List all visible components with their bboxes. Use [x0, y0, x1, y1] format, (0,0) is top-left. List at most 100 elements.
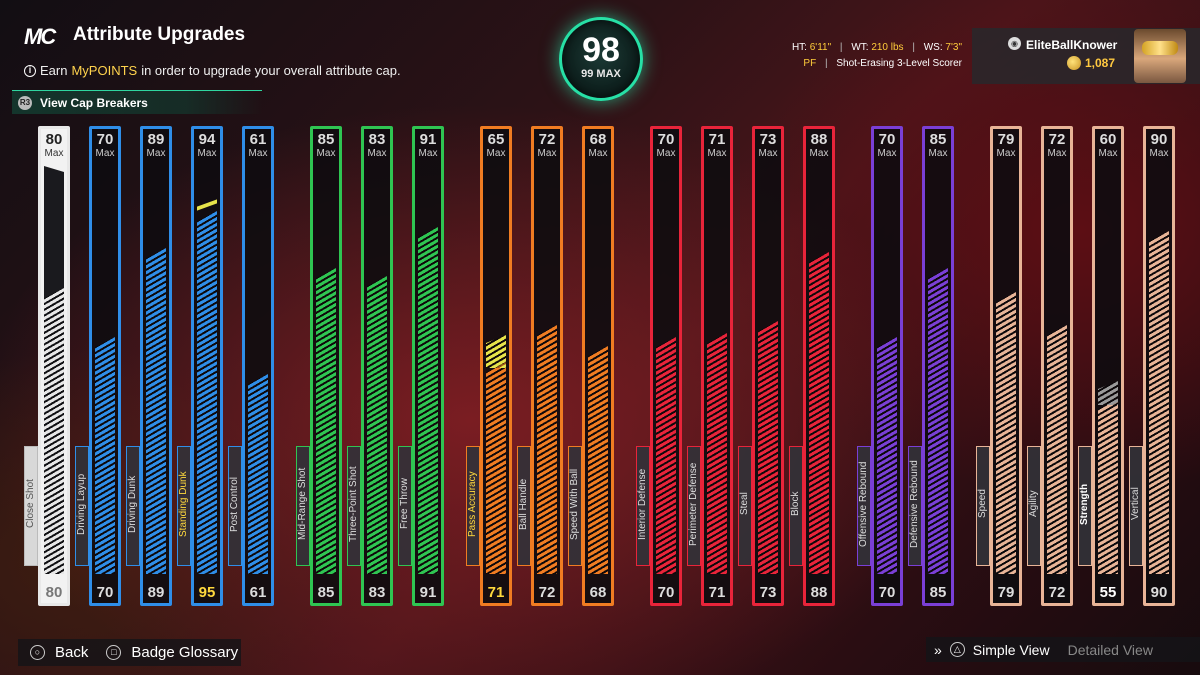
attribute-fill: [537, 325, 557, 574]
info-prefix: Earn: [40, 63, 68, 78]
attribute-cap: 70: [878, 131, 896, 148]
attribute-name: Post Control: [228, 446, 242, 566]
attribute-bar-perimeter-defense[interactable]: 71 Max Perimeter Defense 71: [687, 126, 733, 606]
wingspan-value: 7'3": [945, 42, 962, 53]
attribute-cap: 89: [147, 131, 165, 148]
attribute-fill: [928, 268, 948, 574]
attribute-bar-speed[interactable]: 79 Max Speed 79: [976, 126, 1022, 606]
attribute-cap-label: Max: [367, 148, 387, 159]
attribute-fill: [809, 252, 829, 574]
weight-value: 210 lbs: [871, 42, 904, 53]
attribute-cap-label: Max: [588, 148, 608, 159]
view-cap-breakers-button[interactable]: R3 View Cap Breakers: [12, 90, 262, 114]
attribute-fill: [316, 268, 336, 574]
attribute-cap-label: Max: [44, 148, 64, 159]
attribute-cap-label: Max: [146, 148, 166, 159]
attribute-cap-label: Max: [877, 148, 897, 159]
overall-rating-badge: 98 99 MAX: [559, 17, 643, 101]
attribute-cap-label: Max: [95, 148, 115, 159]
height-value: 6'11": [809, 42, 832, 53]
attribute-current: 85: [317, 584, 335, 601]
back-button[interactable]: Back: [55, 644, 89, 661]
attribute-current: 91: [419, 584, 437, 601]
attribute-current: 68: [589, 584, 607, 601]
attribute-name: Standing Dunk: [177, 446, 191, 566]
attribute-bar-close-shot[interactable]: 80 Max Close Shot 80: [24, 126, 70, 606]
attribute-name: Mid-Range Shot: [296, 446, 310, 566]
attribute-cap: 60: [1099, 131, 1117, 148]
attribute-current: 55: [1099, 584, 1117, 601]
attribute-name: Close Shot: [24, 446, 38, 566]
attribute-cap-label: Max: [537, 148, 557, 159]
attribute-bar-driving-dunk[interactable]: 89 Max Driving Dunk 89: [126, 126, 172, 606]
attribute-current: 70: [878, 584, 896, 601]
attribute-bar-three-point-shot[interactable]: 83 Max Three-Point Shot 83: [347, 126, 393, 606]
attribute-bar-driving-layup[interactable]: 70 Max Driving Layup 70: [75, 126, 121, 606]
attribute-bar-agility[interactable]: 72 Max Agility 72: [1027, 126, 1073, 606]
attribute-name: Interior Defense: [636, 446, 650, 566]
attribute-bar-ball-handle[interactable]: 72 Max Ball Handle 72: [517, 126, 563, 606]
attribute-cap: 73: [759, 131, 777, 148]
gamertag: ◉ EliteBallKnower: [1008, 37, 1117, 52]
attribute-current: 88: [810, 584, 828, 601]
footer-left: ○ Back □ Badge Glossary: [18, 639, 241, 666]
avatar-visor: [1142, 41, 1178, 55]
simple-view-tab[interactable]: Simple View: [972, 641, 1050, 658]
attribute-bar-mid-range-shot[interactable]: 85 Max Mid-Range Shot 85: [296, 126, 342, 606]
attribute-bar-strength[interactable]: 60 Max Strength 55: [1078, 126, 1124, 606]
attribute-cap-label: Max: [486, 148, 506, 159]
attribute-bar-block[interactable]: 88 Max Block 88: [789, 126, 835, 606]
attribute-name: Defensive Rebound: [908, 446, 922, 566]
attribute-bar-pass-accuracy[interactable]: 65 Max Pass Accuracy 71: [466, 126, 512, 606]
attribute-bar-post-control[interactable]: 61 Max Post Control 61: [228, 126, 274, 606]
attribute-cap: 72: [1048, 131, 1066, 148]
attribute-name: Speed: [976, 446, 990, 566]
mypoints-highlight: MyPOINTS: [71, 63, 138, 78]
attribute-cap: 88: [810, 131, 828, 148]
attribute-cap-label: Max: [418, 148, 438, 159]
attribute-bar-standing-dunk[interactable]: 94 Max Standing Dunk 95: [177, 126, 223, 606]
attribute-cap-label: Max: [1047, 148, 1067, 159]
attribute-bar-speed-with-ball[interactable]: 68 Max Speed With Ball 68: [568, 126, 614, 606]
view-toggle: » △ Simple View Detailed View: [926, 637, 1200, 662]
attribute-cap-label: Max: [758, 148, 778, 159]
vc-value: 1,087: [1085, 56, 1116, 70]
attribute-name: Vertical: [1129, 446, 1143, 566]
attribute-fill: [707, 333, 727, 574]
triangle-button-icon: △: [949, 642, 965, 657]
attribute-current: 95: [198, 584, 216, 601]
attribute-cap-label: Max: [928, 148, 948, 159]
attribute-name: Speed With Ball: [568, 446, 582, 566]
attribute-fill: [758, 321, 778, 574]
attribute-current: 61: [249, 584, 267, 601]
detailed-view-tab[interactable]: Detailed View: [1067, 641, 1153, 658]
attribute-cap: 65: [487, 131, 505, 148]
attribute-fill: [1047, 325, 1067, 574]
r3-button-icon: R3: [18, 95, 32, 110]
attribute-cap-label: Max: [656, 148, 676, 159]
height-label: HT:: [791, 42, 807, 53]
attribute-current: 73: [759, 584, 777, 601]
attribute-bar-interior-defense[interactable]: 70 Max Interior Defense 70: [636, 126, 682, 606]
player-meta: HT: 6'11" | WT: 210 lbs | WS: 7'3" PF | …: [791, 42, 962, 69]
attribute-name: Ball Handle: [517, 446, 531, 566]
cap-breakers-label: View Cap Breakers: [40, 95, 148, 110]
attribute-fill: [486, 362, 506, 574]
attribute-current: 72: [538, 584, 556, 601]
attribute-bar-vertical[interactable]: 90 Max Vertical 90: [1129, 126, 1175, 606]
attribute-cap: 68: [589, 131, 607, 148]
attribute-bar-offensive-rebound[interactable]: 70 Max Offensive Rebound 70: [857, 126, 903, 606]
badge-glossary-button[interactable]: Badge Glossary: [131, 644, 239, 661]
attribute-cap-label: Max: [1149, 148, 1169, 159]
bar-frame: [310, 126, 342, 606]
attribute-fill: [248, 374, 268, 574]
attribute-bar-defensive-rebound[interactable]: 85 Max Defensive Rebound 85: [908, 126, 954, 606]
archetype-value: Shot-Erasing 3-Level Scorer: [836, 58, 962, 69]
attribute-current: 70: [96, 584, 114, 601]
attribute-name: Offensive Rebound: [857, 446, 871, 566]
weight-label: WT:: [851, 42, 869, 53]
attribute-current: 83: [368, 584, 386, 601]
attribute-bar-free-throw[interactable]: 91 Max Free Throw 91: [398, 126, 444, 606]
attribute-bar-steal[interactable]: 73 Max Steal 73: [738, 126, 784, 606]
